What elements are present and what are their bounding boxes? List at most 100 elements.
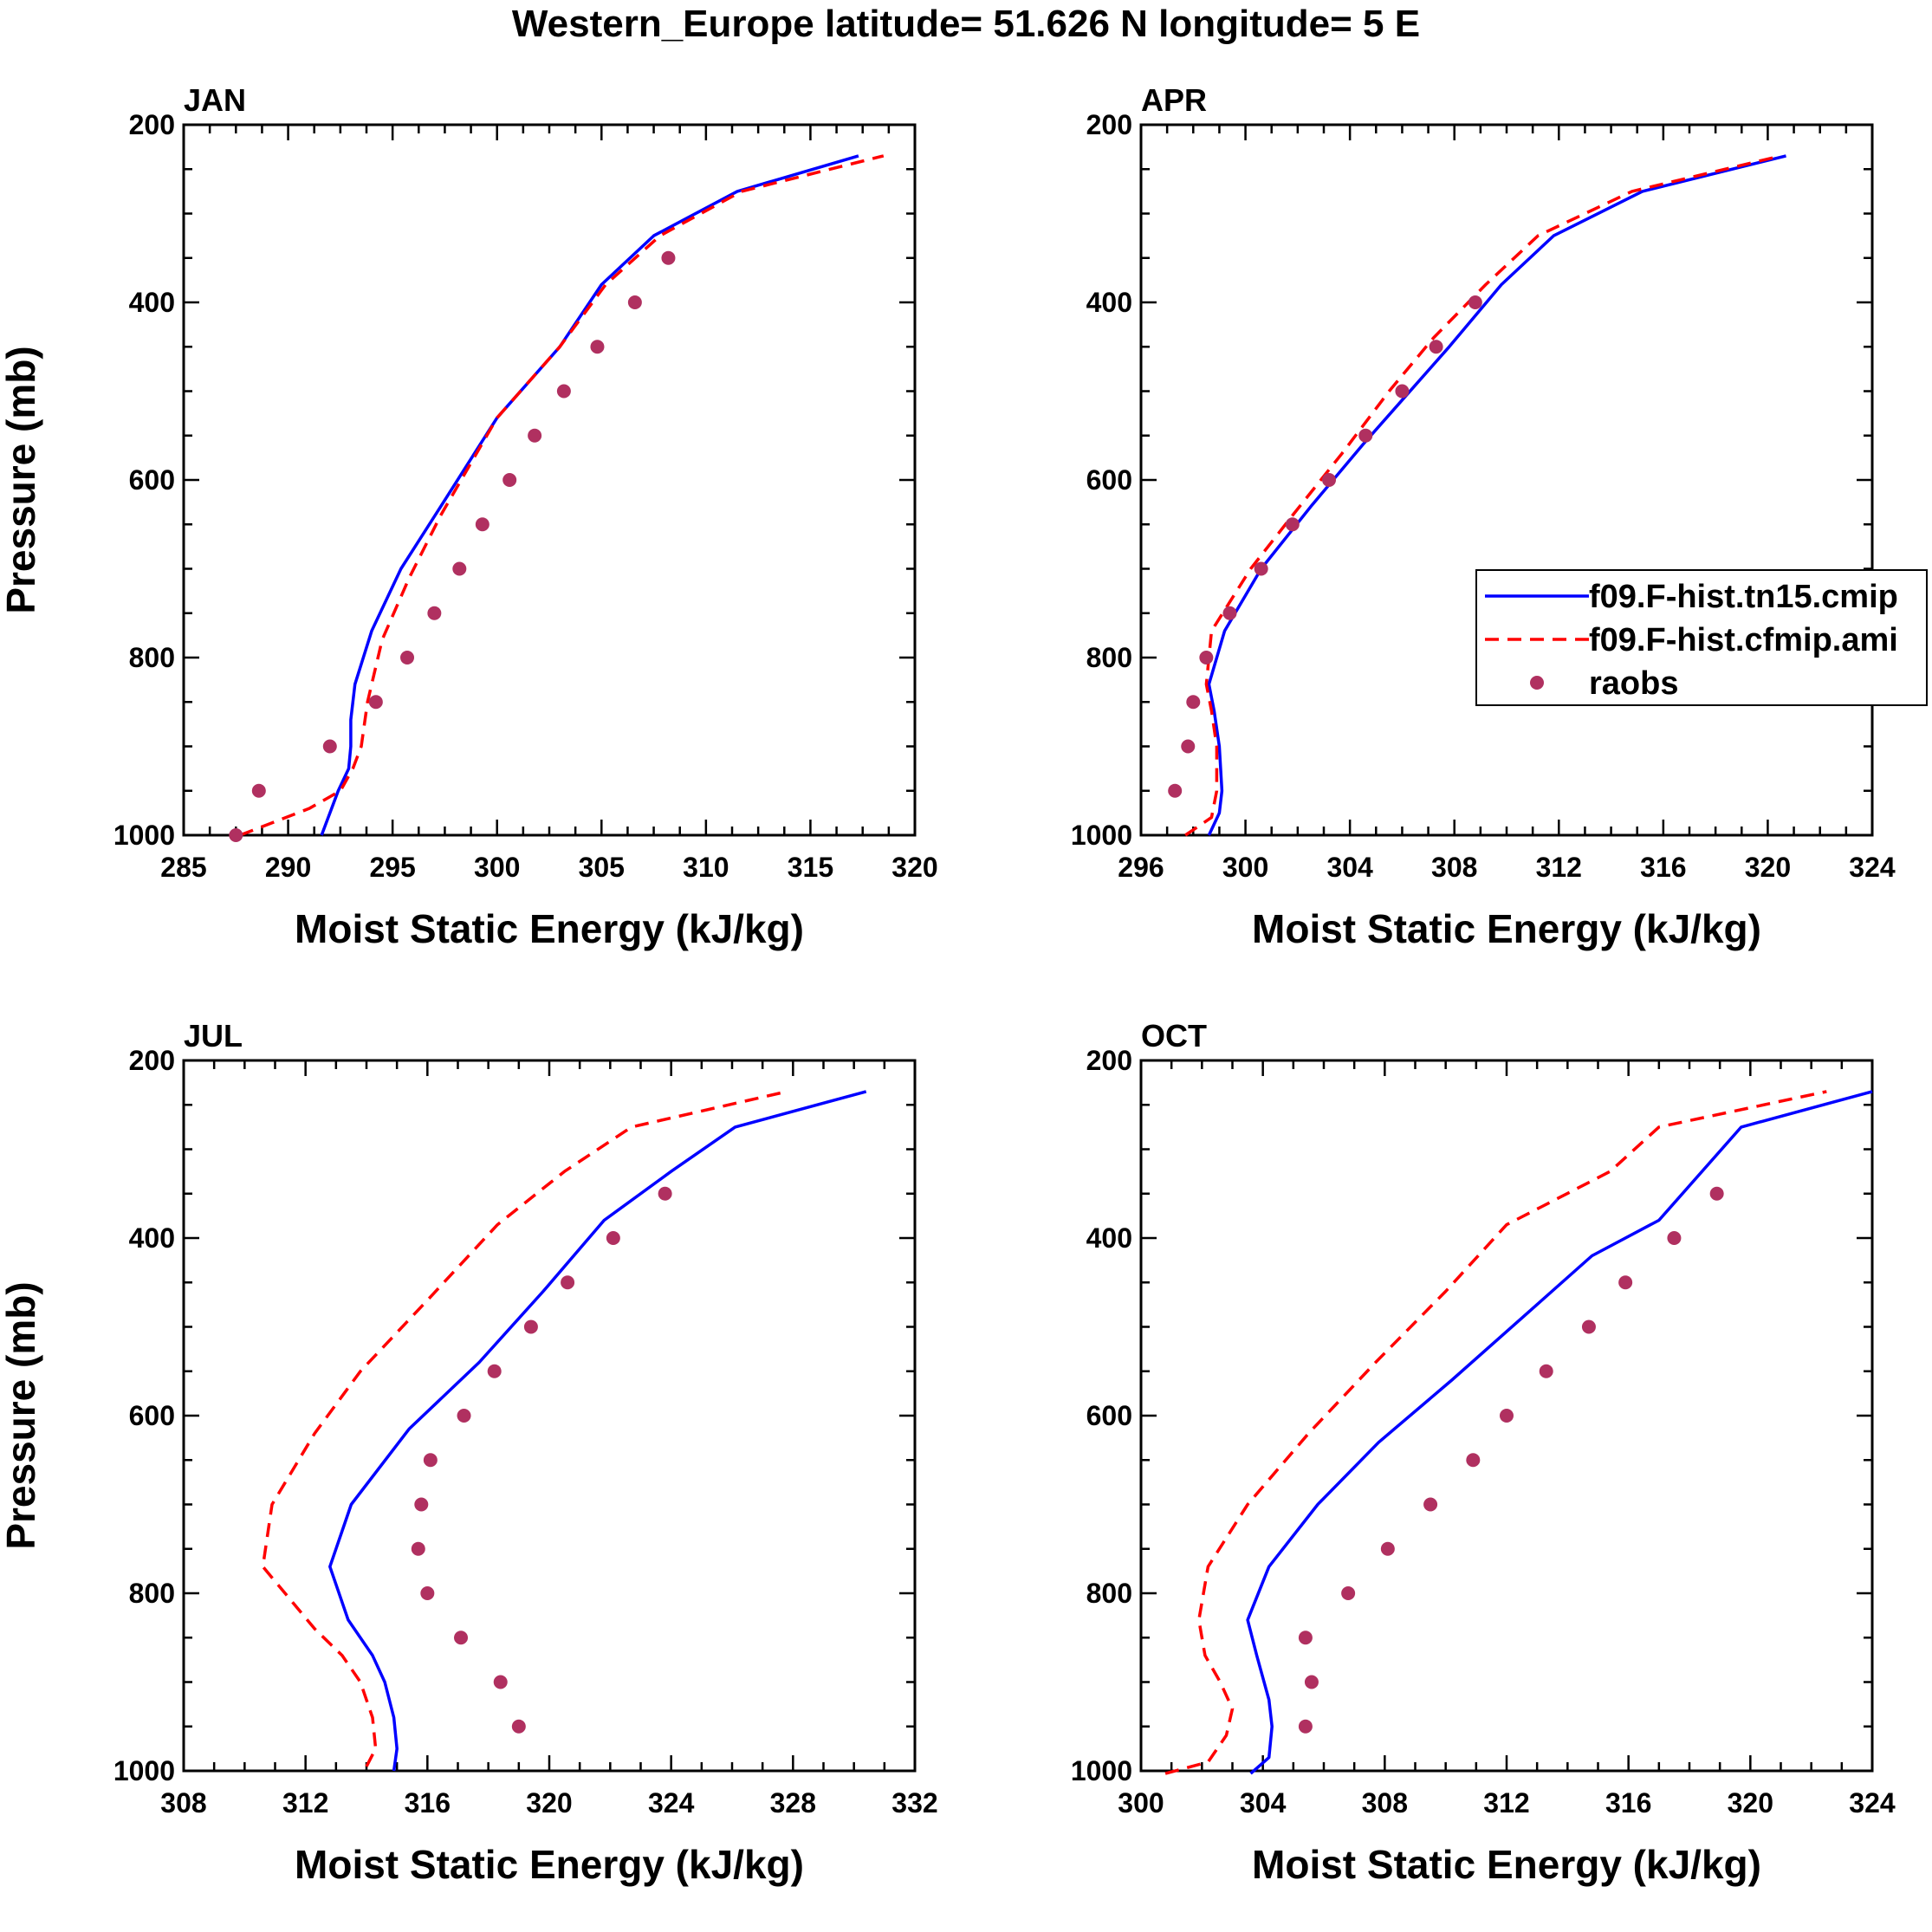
y-tick-label: 200 [129,1045,175,1076]
x-tick-label: 324 [1849,852,1896,883]
y-tick-label: 400 [1086,287,1132,318]
raobs-point [487,1364,502,1378]
plot-frame [182,1059,917,1773]
y-tick-label: 600 [129,1400,175,1431]
x-tick-label: 285 [160,852,206,883]
x-axis-label: Moist Static Energy (kJ/kg) [295,1842,804,1887]
raobs-point [1298,1631,1313,1645]
legend-marker [1530,676,1544,690]
x-axis-label: Moist Static Energy (kJ/kg) [1252,906,1761,951]
x-tick-label: 304 [1240,1787,1287,1819]
raobs-point [414,1497,429,1512]
plot-frame [182,123,917,837]
figure-title: Western_Europe latitude= 51.626 N longit… [512,3,1420,45]
raobs-point [1341,1586,1356,1600]
y-tick-label: 400 [1086,1222,1132,1254]
x-tick-label: 320 [891,852,937,883]
raobs-point [523,1319,538,1334]
raobs-point [427,606,442,620]
raobs-point [1186,695,1201,710]
raobs-point [420,1586,435,1600]
raobs-point [1667,1231,1682,1245]
series-raobs [229,250,676,842]
panel-title: JAN [184,82,246,118]
x-tick-label: 320 [1728,1787,1773,1819]
y-tick-label: 400 [129,287,175,318]
raobs-point [1199,651,1214,665]
legend: f09.F-hist.tn15.cmip f09.F-hist.cfmip.ami… [1475,569,1928,706]
legend-label: raobs [1589,665,1678,702]
x-tick-label: 308 [160,1787,206,1819]
y-tick-label: 400 [129,1222,175,1254]
x-tick-label: 296 [1118,852,1164,883]
x-tick-label: 315 [788,852,833,883]
raobs-point [1285,517,1300,532]
raobs-point [423,1453,438,1468]
raobs-point [1168,783,1183,798]
raobs-point [368,695,383,710]
raobs-point [1222,606,1237,620]
legend-label: f09.F-hist.tn15.cmip [1589,579,1898,615]
raobs-point [1298,1719,1313,1734]
y-tick-label: 600 [129,464,175,496]
raobs-point [1254,561,1268,576]
y-tick-label: 600 [1086,1400,1132,1431]
series-raobs [411,1186,672,1734]
raobs-point [561,1275,575,1290]
x-tick-label: 295 [369,852,415,883]
raobs-point [1304,1675,1319,1689]
x-axis-label: Moist Static Energy (kJ/kg) [295,906,804,951]
raobs-point [1539,1364,1553,1378]
raobs-point [493,1675,508,1689]
raobs-point [322,739,337,754]
legend-label: f09.F-hist.cfmip.ami [1589,622,1898,658]
y-tick-label: 1000 [1071,1755,1132,1786]
series-cmip-line [1246,1090,1873,1775]
raobs-point [1468,295,1482,309]
panel-oct: OCT 300 304 308 312 316 320 324 200 400 600 800 1000… [1071,1018,1896,1887]
series-cmip-line [1207,154,1786,836]
raobs-point [1380,1541,1395,1556]
series-cfmip-line [1164,1090,1827,1775]
series-cmip-line [328,1090,867,1772]
legend-box [1475,569,1928,706]
series-cmip-line [320,154,859,836]
y-tick-label: 1000 [113,820,175,851]
raobs-point [511,1719,526,1734]
x-tick-label: 332 [891,1787,937,1819]
panel-title: APR [1141,82,1207,118]
raobs-point [251,783,266,798]
x-tick-label: 312 [1536,852,1582,883]
x-tick-label: 316 [405,1787,451,1819]
panel-jul: JUL 308 312 316 320 324 328 332 200 400 600 800 1000… [0,1018,938,1887]
x-tick-label: 308 [1362,1787,1408,1819]
panels: JAN 285 290 295 300 305 310 315 320 200 400 600 800 1… [0,82,1896,1887]
y-tick-label: 200 [1086,109,1132,140]
raobs-point [411,1541,425,1556]
raobs-point [1618,1275,1633,1290]
x-tick-label: 290 [265,852,311,883]
x-tick-label: 328 [770,1787,816,1819]
panel-jan: JAN 285 290 295 300 305 310 315 320 200 400 600 800 1… [0,82,938,951]
raobs-point [1395,384,1410,399]
y-tick-label: 800 [1086,642,1132,673]
x-tick-label: 305 [579,852,625,883]
raobs-point [1581,1319,1596,1334]
series-raobs [1168,295,1482,798]
raobs-point [454,1631,469,1645]
x-tick-label: 308 [1431,852,1477,883]
raobs-point [1709,1186,1724,1201]
series-raobs [1298,1186,1724,1734]
raobs-point [475,517,489,532]
plot-frame [1139,123,1874,837]
x-tick-label: 312 [1483,1787,1529,1819]
raobs-point [229,828,243,842]
raobs-point [400,651,415,665]
y-tick-label: 1000 [1071,820,1132,851]
y-tick-label: 800 [129,642,175,673]
raobs-point [1500,1409,1514,1423]
panel-title: JUL [184,1018,243,1054]
y-axis-label: Pressure (mb) [0,346,43,613]
y-tick-label: 1000 [113,1755,175,1786]
panel-apr: APR 296 300 304 308 312 316 320 324 200 400 600 800 1… [1071,82,1896,951]
